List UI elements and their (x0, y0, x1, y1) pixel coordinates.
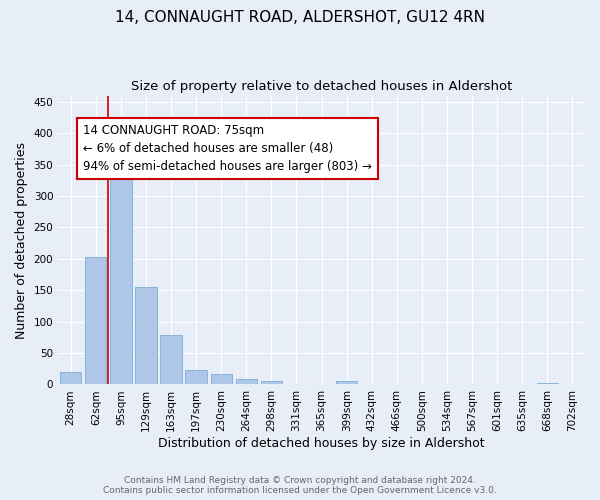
Bar (211, 374, 232, 384)
Text: 14 CONNAUGHT ROAD: 75sqm
← 6% of detached houses are smaller (48)
94% of semi-de: 14 CONNAUGHT ROAD: 75sqm ← 6% of detache… (83, 124, 372, 173)
Title: Size of property relative to detached houses in Aldershot: Size of property relative to detached ho… (131, 80, 512, 93)
Bar (60, 372, 82, 384)
Y-axis label: Number of detached properties: Number of detached properties (15, 142, 28, 338)
Text: Contains HM Land Registry data © Crown copyright and database right 2024.
Contai: Contains HM Land Registry data © Crown c… (103, 476, 497, 495)
Bar (110, 152, 131, 384)
Bar (160, 336, 182, 384)
Bar (537, 382, 558, 384)
Text: 14, CONNAUGHT ROAD, ALDERSHOT, GU12 4RN: 14, CONNAUGHT ROAD, ALDERSHOT, GU12 4RN (115, 10, 485, 25)
Bar (236, 379, 257, 384)
Bar (185, 370, 207, 384)
Bar (85, 257, 106, 384)
X-axis label: Distribution of detached houses by size in Aldershot: Distribution of detached houses by size … (158, 437, 485, 450)
Bar (336, 382, 358, 384)
Bar (261, 382, 282, 384)
Bar (136, 287, 157, 384)
